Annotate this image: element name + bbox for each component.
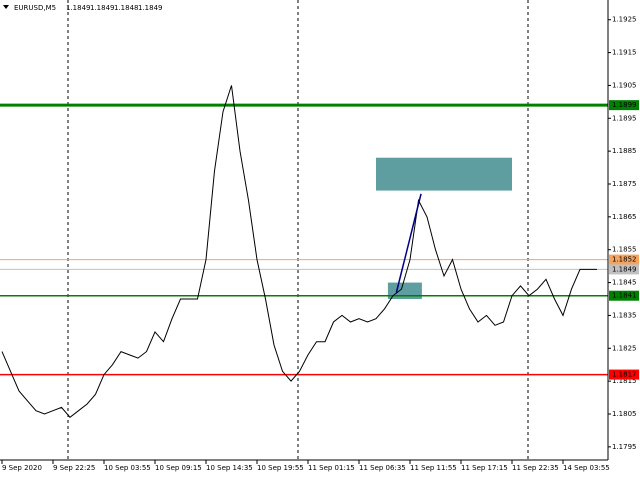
x-tick-label: 10 Sep 03:55 — [104, 464, 151, 472]
plot-area — [0, 0, 608, 460]
x-tick-label: 10 Sep 09:15 — [155, 464, 202, 472]
x-tick-label: 11 Sep 22:35 — [512, 464, 559, 472]
y-tick-label: 1.1835 — [612, 311, 637, 319]
x-tick-label: 9 Sep 22:25 — [53, 464, 95, 472]
price-level-label-box — [609, 264, 639, 275]
trend-line — [395, 193, 422, 293]
y-tick-label: 1.1885 — [612, 147, 637, 155]
ohlc-value: 1.1849 — [90, 4, 115, 12]
x-tick-label: 10 Sep 19:55 — [257, 464, 304, 472]
price-level-label-box — [609, 369, 639, 380]
y-tick-label: 1.1875 — [612, 180, 637, 188]
x-tick-label: 11 Sep 11:55 — [410, 464, 457, 472]
price-level-label: 1.1841 — [612, 292, 637, 300]
price-level-label: 1.1849 — [612, 265, 637, 273]
zone-rectangle — [387, 282, 422, 299]
price-line — [1, 85, 597, 418]
symbol-title: EURUSD,M5 — [14, 4, 56, 12]
y-tick-label: 1.1925 — [612, 16, 637, 24]
y-tick-label: 1.1815 — [612, 377, 637, 385]
x-tick-label: 9 Sep 2020 — [2, 464, 42, 472]
y-tick-label: 1.1845 — [612, 279, 637, 287]
zone-rectangle — [376, 157, 512, 191]
ohlc-value: 1.1848 — [114, 4, 139, 12]
price-level-label: 1.1852 — [612, 256, 637, 264]
menu-arrow[interactable] — [3, 5, 9, 9]
price-level-label-box — [609, 254, 639, 265]
x-tick-label: 11 Sep 01:15 — [308, 464, 355, 472]
ohlc-value: 1.1849 — [138, 4, 163, 12]
y-tick-label: 1.1855 — [612, 246, 637, 254]
y-tick-label: 1.1805 — [612, 410, 637, 418]
y-tick-label: 1.1865 — [612, 213, 637, 221]
x-tick-label: 11 Sep 17:15 — [461, 464, 508, 472]
price-level-label-box — [609, 100, 639, 111]
price-level-label: 1.1817 — [612, 371, 637, 379]
y-tick-label: 1.1915 — [612, 49, 637, 57]
y-tick-label: 1.1825 — [612, 344, 637, 352]
x-tick-label: 10 Sep 14:35 — [206, 464, 253, 472]
y-tick-label: 1.1895 — [612, 114, 637, 122]
y-tick-label: 1.1795 — [612, 443, 637, 451]
price-level-label: 1.1899 — [612, 101, 637, 109]
x-tick-label: 14 Sep 03:55 — [563, 464, 610, 472]
ohlc-value: 1.1849 — [66, 4, 91, 12]
y-tick-label: 1.1905 — [612, 81, 637, 89]
x-tick-label: 11 Sep 06:35 — [359, 464, 406, 472]
price-level-label-box — [609, 290, 639, 301]
